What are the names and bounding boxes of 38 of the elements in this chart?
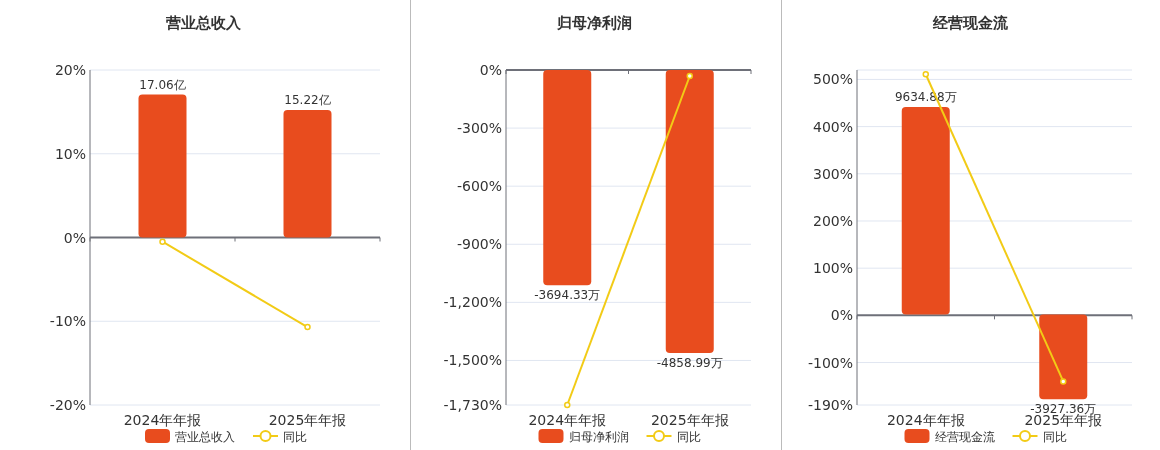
chart-title: 营业总收入 [164,14,242,32]
x-tick-label: 2024年年报 [528,412,607,428]
y-tick-label: -100% [807,354,853,371]
y-tick-label: 20% [54,62,86,78]
legend-label: 同比 [1042,430,1067,444]
y-tick-label: -1,200% [443,294,502,311]
chart-title: 归母净利润 [555,14,632,32]
y-tick-label: 0% [830,307,853,324]
y-tick-label: -10% [49,313,86,330]
y-tick-label: -900% [456,236,502,253]
x-tick-label: 2024年年报 [886,412,965,428]
x-tick-label: 2025年年报 [268,412,347,428]
data-label: 15.22亿 [284,93,331,108]
y-tick-label: -1,730% [443,397,502,413]
y-tick-label: 300% [812,165,853,182]
y-tick-label: 100% [812,260,853,277]
y-tick-label: -20% [49,397,86,413]
y-tick-label: 10% [54,145,86,162]
legend-label: 经营现金流 [934,430,995,444]
chart-title: 经营现金流 [931,14,1009,32]
y-tick-label: 0% [479,62,502,78]
y-tick-label: -300% [456,120,502,137]
y-tick-label: 500% [812,71,853,88]
data-label: -4858.99万 [656,356,723,371]
legend-label: 同比 [676,430,701,444]
data-label: 17.06亿 [139,77,186,92]
y-tick-label: -190% [807,397,853,413]
x-tick-label: 2024年年报 [123,412,202,428]
y-tick-label: 400% [812,118,853,135]
y-tick-label: 200% [812,212,853,229]
legend-label: 营业总收入 [175,430,235,444]
y-tick-label: -1,500% [443,352,502,369]
y-tick-label: -600% [456,178,502,195]
legend-label: 同比 [283,430,307,444]
x-tick-label: 2025年年报 [650,412,729,428]
y-tick-label: 0% [63,229,86,246]
legend-label: 归母净利润 [568,430,629,444]
data-label: -3694.33万 [534,288,601,303]
